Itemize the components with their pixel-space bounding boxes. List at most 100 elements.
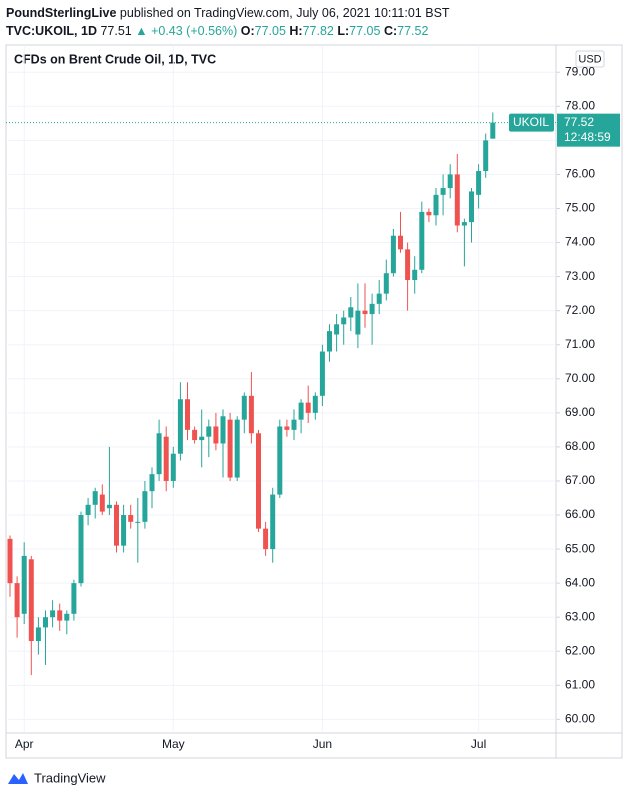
currency-box: [575, 50, 605, 68]
y-tick-label: 70.00: [565, 371, 595, 385]
candle-body: [114, 504, 119, 546]
candle-body: [142, 491, 148, 522]
y-tick-label: 75.00: [565, 201, 595, 215]
candle-body: [398, 235, 403, 250]
ohlc-label: L:: [337, 24, 350, 38]
candle-body: [469, 191, 474, 223]
candle-body: [483, 140, 489, 172]
candle-body: [35, 627, 41, 642]
candle-body: [199, 436, 205, 441]
candle-body: [341, 317, 347, 325]
y-tick-label: 79.00: [565, 64, 595, 78]
x-tick-label: Apr: [15, 737, 34, 751]
logo: [8, 773, 28, 784]
y-tick-label: 66.00: [565, 507, 595, 521]
ohlc-label: H:: [289, 24, 303, 38]
y-tick-label: 62.00: [565, 643, 595, 657]
candle-body: [284, 426, 290, 430]
y-tick-label: 76.00: [565, 167, 595, 181]
candle-body: [192, 429, 198, 441]
candle-body: [419, 211, 425, 270]
header-line: TVC:UKOIL, 1D 77.51 ▲ +0.43 (+0.56%) O:7…: [6, 22, 450, 40]
candle-body: [227, 419, 233, 478]
candle-body: [476, 171, 482, 195]
candle-body: [135, 521, 141, 523]
y-tick-label: 64.00: [565, 575, 595, 589]
logo-icon: [8, 773, 28, 784]
candle-body: [206, 426, 212, 437]
candle-body: [106, 504, 112, 509]
ohlc-value: 77.05: [254, 24, 286, 38]
candle-body: [327, 331, 332, 352]
candle-body: [454, 174, 460, 226]
y-tick-label: 65.00: [565, 541, 595, 555]
y-tick-label: 63.00: [565, 609, 595, 623]
candle-body: [85, 504, 91, 516]
candle-body: [440, 188, 446, 195]
x-tick-label: Jun: [313, 737, 332, 751]
ohlc-value: 77.82: [302, 24, 334, 38]
candle-body: [461, 222, 467, 226]
candle-body: [163, 436, 169, 481]
candle-body: [185, 399, 190, 430]
candle-body: [71, 583, 77, 614]
candle-body: [348, 307, 354, 318]
price-label: 77.52: [564, 115, 594, 129]
candle-body: [21, 555, 27, 614]
candle-body: [220, 416, 226, 444]
y-tick-label: 69.00: [565, 405, 595, 419]
candle-body: [270, 494, 276, 550]
currency: USD: [578, 53, 601, 65]
candle-body: [291, 419, 297, 430]
chart-frame: [5, 44, 623, 759]
candle-body: [369, 303, 375, 315]
candle-body: [149, 474, 155, 492]
x-tick-label: May: [162, 737, 185, 751]
candle-body: [156, 433, 162, 475]
candle-body: [447, 174, 453, 189]
y-tick-label: 72.00: [565, 303, 595, 317]
candle-body: [7, 538, 13, 584]
candle-body: [241, 395, 247, 420]
y-tick-label: 67.00: [565, 473, 595, 487]
ohlc-value: 77.52: [397, 24, 429, 38]
candle-body: [234, 419, 240, 478]
y-tick-label: 78.00: [565, 98, 595, 112]
candle-body: [412, 269, 418, 281]
y-tick-label: 74.00: [565, 235, 595, 249]
candle-body: [490, 122, 496, 139]
candle-body: [99, 494, 105, 512]
candle-body: [78, 515, 84, 584]
candle-body: [376, 293, 382, 304]
candle-body: [28, 559, 34, 642]
y-tick-label: 68.00: [565, 439, 595, 453]
candle-body: [312, 395, 318, 413]
symbol: TVC:UKOIL, 1D: [6, 24, 97, 38]
candle-body: [390, 235, 396, 274]
candle-body: [319, 351, 325, 396]
candle-body: [305, 402, 311, 413]
header-line: PoundSterlingLive published on TradingVi…: [6, 4, 450, 22]
ohlc: O:77.05 H:77.82 L:77.05 C:77.52: [241, 24, 429, 38]
change: ▲ +0.43 (+0.56%): [135, 24, 238, 38]
header: PoundSterlingLive published on TradingVi…: [6, 4, 450, 40]
candle-body: [426, 211, 432, 216]
candle-body: [50, 610, 56, 618]
y-tick-label: 60.00: [565, 712, 595, 726]
chart-title: CFDs on Brent Crude Oil, 1D, TVC: [14, 52, 216, 66]
candle-body: [177, 399, 183, 454]
candle-body: [121, 515, 127, 546]
candle-body: [248, 395, 254, 434]
candle-body: [213, 426, 219, 444]
y-tick-label: 77.00: [565, 133, 595, 147]
published: published on TradingView.com, July 06, 2…: [119, 6, 450, 20]
candle-body: [355, 310, 361, 335]
candle-body: [383, 273, 389, 294]
candle-body: [263, 528, 269, 550]
symbol-box: [509, 113, 554, 132]
candle-body: [256, 433, 261, 529]
ohlc-value: 77.05: [349, 24, 381, 38]
publisher: PoundSterlingLive: [6, 6, 117, 20]
